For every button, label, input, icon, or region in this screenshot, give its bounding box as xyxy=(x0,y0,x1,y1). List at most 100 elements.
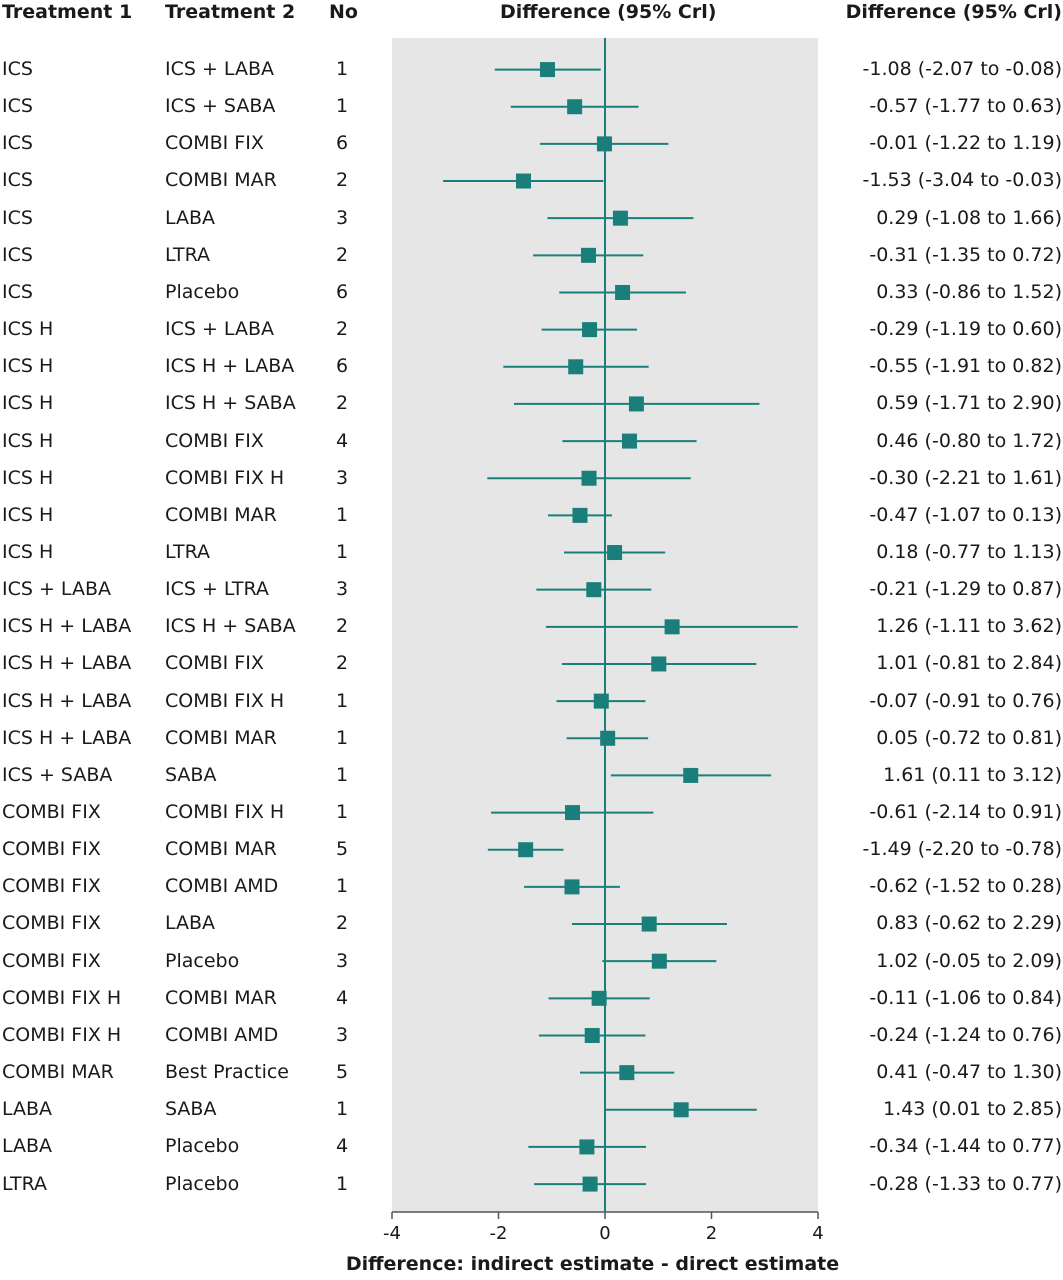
table-row: ICS + LABA ICS + LTRA 3 -0.21 (-1.29 to 0.8… xyxy=(0,571,1063,608)
point-estimate-marker xyxy=(607,545,623,561)
treatment-1-cell: ICS xyxy=(2,243,33,266)
point-estimate-marker xyxy=(564,879,580,895)
treatment-2-cell: SABA xyxy=(165,763,217,786)
ci-value-cell: -0.11 (-1.06 to 0.84) xyxy=(869,986,1062,1009)
table-row: ICS Placebo 6 0.33 (-0.86 to 1.52) xyxy=(0,274,1063,311)
point-estimate-marker xyxy=(516,173,532,189)
treatment-2-cell: COMBI FIX xyxy=(165,132,264,155)
point-estimate-marker xyxy=(619,1065,635,1081)
treatment-1-cell: ICS xyxy=(2,280,33,303)
study-count-cell: 5 xyxy=(336,1061,349,1084)
point-estimate-marker xyxy=(600,730,616,746)
header-treatment-2: Treatment 2 xyxy=(165,1,296,23)
treatment-2-cell: Placebo xyxy=(165,1135,240,1158)
x-tick-label: -2 xyxy=(490,1223,508,1244)
table-row: ICS H + LABA COMBI FIX 2 1.01 (-0.81 to 2.8… xyxy=(0,645,1063,682)
ci-value-cell: 1.61 (0.11 to 3.12) xyxy=(883,763,1062,786)
treatment-1-cell: COMBI FIX xyxy=(2,949,101,972)
table-row: COMBI FIX COMBI FIX H 1 -0.61 (-2.14 to 0.9… xyxy=(0,794,1063,831)
study-count-cell: 5 xyxy=(336,838,349,861)
ci-value-cell: 1.02 (-0.05 to 2.09) xyxy=(876,949,1062,972)
point-estimate-marker xyxy=(615,284,631,300)
treatment-2-cell: COMBI FIX xyxy=(165,652,264,675)
treatment-1-cell: COMBI FIX xyxy=(2,838,101,861)
table-row: COMBI FIX Placebo 3 1.02 (-0.05 to 2.09) xyxy=(0,943,1063,980)
x-tick-label: 0 xyxy=(599,1223,610,1244)
point-estimate-marker xyxy=(580,247,596,263)
treatment-2-cell: COMBI FIX H xyxy=(165,466,285,489)
ci-value-cell: -0.07 (-0.91 to 0.76) xyxy=(869,689,1062,712)
ci-value-cell: 0.46 (-0.80 to 1.72) xyxy=(876,429,1062,452)
treatment-1-cell: COMBI FIX xyxy=(2,875,101,898)
treatment-1-cell: ICS xyxy=(2,206,33,229)
point-estimate-marker xyxy=(628,396,644,412)
point-estimate-marker xyxy=(591,990,607,1006)
study-count-cell: 1 xyxy=(336,763,349,786)
table-row: ICS + SABA SABA 1 1.61 (0.11 to 3.12) xyxy=(0,757,1063,794)
treatment-1-cell: LABA xyxy=(2,1135,53,1158)
study-count-cell: 1 xyxy=(336,875,349,898)
table-row: COMBI MAR Best Practice 5 0.41 (-0.47 to 1.… xyxy=(0,1054,1063,1091)
treatment-2-cell: LABA xyxy=(165,912,216,935)
point-estimate-marker xyxy=(581,470,597,486)
point-estimate-marker xyxy=(518,842,534,858)
treatment-1-cell: ICS xyxy=(2,169,33,192)
point-estimate-marker xyxy=(651,953,667,969)
point-estimate-marker xyxy=(567,99,583,115)
header-ci-difference: Difference (95% Crl) xyxy=(845,1,1062,23)
treatment-1-cell: COMBI MAR xyxy=(2,1061,114,1084)
treatment-2-cell: Placebo xyxy=(165,1172,240,1195)
table-row: ICS H + LABA COMBI MAR 1 0.05 (-0.72 to 0.8… xyxy=(0,720,1063,757)
ci-value-cell: 0.83 (-0.62 to 2.29) xyxy=(876,912,1062,935)
treatment-2-cell: COMBI AMD xyxy=(165,1023,279,1046)
table-row: LABA SABA 1 1.43 (0.01 to 2.85) xyxy=(0,1091,1063,1128)
treatment-2-cell: ICS H + LABA xyxy=(165,355,295,378)
point-estimate-marker xyxy=(572,507,588,523)
study-count-cell: 6 xyxy=(336,280,349,303)
treatment-1-cell: COMBI FIX xyxy=(2,801,101,823)
treatment-2-cell: COMBI MAR xyxy=(165,503,277,526)
treatment-1-cell: ICS xyxy=(2,132,33,155)
point-estimate-marker xyxy=(651,656,667,672)
study-count-cell: 2 xyxy=(336,169,349,192)
ci-value-cell: 0.29 (-1.08 to 1.66) xyxy=(876,206,1062,229)
ci-value-cell: -0.62 (-1.52 to 0.28) xyxy=(869,875,1062,898)
study-count-cell: 1 xyxy=(336,1098,349,1121)
point-estimate-marker xyxy=(683,767,699,783)
treatment-1-cell: LTRA xyxy=(2,1172,48,1195)
table-row: LTRA Placebo 1 -0.28 (-1.33 to 0.77) xyxy=(0,1166,1063,1203)
point-estimate-marker xyxy=(593,693,609,709)
ci-value-cell: 1.43 (0.01 to 2.85) xyxy=(883,1098,1062,1121)
ci-value-cell: 0.59 (-1.71 to 2.90) xyxy=(876,392,1062,415)
treatment-2-cell: ICS + SABA xyxy=(165,95,276,118)
study-count-cell: 1 xyxy=(336,540,349,563)
study-count-cell: 3 xyxy=(336,578,349,601)
point-estimate-marker xyxy=(641,916,657,932)
study-count-cell: 3 xyxy=(336,949,349,972)
ci-value-cell: -0.28 (-1.33 to 0.77) xyxy=(869,1172,1062,1195)
point-estimate-marker xyxy=(539,62,555,78)
table-row: COMBI FIX COMBI MAR 5 -1.49 (-2.20 to -0.78… xyxy=(0,831,1063,868)
treatment-1-cell: ICS H xyxy=(2,318,54,341)
header-treatment-1: Treatment 1 xyxy=(2,1,133,23)
study-count-cell: 2 xyxy=(336,243,349,266)
x-tick-label: 2 xyxy=(706,1223,717,1244)
treatment-2-cell: COMBI FIX H xyxy=(165,801,285,823)
treatment-2-cell: ICS H + SABA xyxy=(165,392,296,415)
study-count-cell: 6 xyxy=(336,132,349,155)
treatment-1-cell: ICS H + LABA xyxy=(2,615,132,638)
ci-value-cell: -0.61 (-2.14 to 0.91) xyxy=(869,801,1062,823)
treatment-2-cell: ICS H + SABA xyxy=(165,615,296,638)
point-estimate-marker xyxy=(621,433,637,449)
treatment-2-cell: Placebo xyxy=(165,280,240,303)
study-count-cell: 1 xyxy=(336,1172,349,1195)
table-row: ICS H LTRA 1 0.18 (-0.77 to 1.13) xyxy=(0,534,1063,571)
header-no: No xyxy=(329,1,358,23)
treatment-1-cell: COMBI FIX H xyxy=(2,1023,122,1046)
treatment-1-cell: ICS + LABA xyxy=(2,578,111,601)
treatment-2-cell: COMBI AMD xyxy=(165,875,279,898)
treatment-2-cell: SABA xyxy=(165,1098,217,1121)
treatment-2-cell: Best Practice xyxy=(165,1061,290,1084)
table-row: COMBI FIX COMBI AMD 1 -0.62 (-1.52 to 0.28) xyxy=(0,868,1063,905)
table-row: LABA Placebo 4 -0.34 (-1.44 to 0.77) xyxy=(0,1128,1063,1165)
